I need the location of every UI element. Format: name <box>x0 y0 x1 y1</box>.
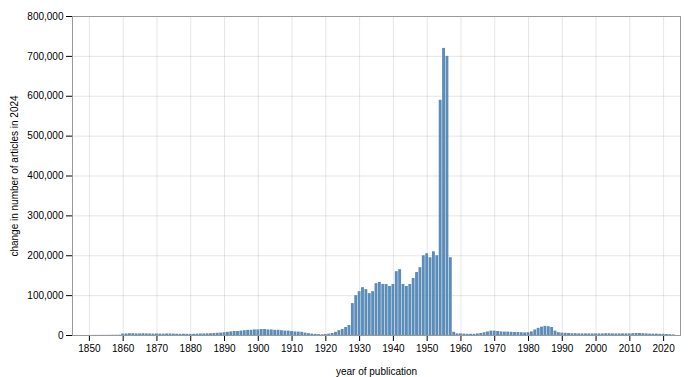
svg-text:1950: 1950 <box>416 343 439 354</box>
svg-text:1900: 1900 <box>247 343 270 354</box>
svg-text:200,000: 200,000 <box>27 250 64 261</box>
svg-text:1860: 1860 <box>112 343 135 354</box>
svg-text:1930: 1930 <box>348 343 371 354</box>
svg-text:100,000: 100,000 <box>27 290 64 301</box>
svg-text:700,000: 700,000 <box>27 51 64 62</box>
svg-text:1850: 1850 <box>78 343 101 354</box>
svg-text:1990: 1990 <box>551 343 574 354</box>
svg-text:300,000: 300,000 <box>27 210 64 221</box>
svg-text:2000: 2000 <box>585 343 608 354</box>
svg-text:change in number of articles i: change in number of articles in 2024 <box>9 95 20 257</box>
svg-text:0: 0 <box>58 330 64 341</box>
svg-text:800,000: 800,000 <box>27 11 64 22</box>
svg-text:400,000: 400,000 <box>27 170 64 181</box>
svg-text:2010: 2010 <box>619 343 642 354</box>
svg-text:1970: 1970 <box>484 343 507 354</box>
svg-text:600,000: 600,000 <box>27 90 64 101</box>
svg-text:1920: 1920 <box>315 343 338 354</box>
svg-text:1980: 1980 <box>517 343 540 354</box>
svg-text:1960: 1960 <box>450 343 473 354</box>
svg-text:1890: 1890 <box>213 343 236 354</box>
svg-text:year of publication: year of publication <box>336 366 417 377</box>
svg-text:1910: 1910 <box>281 343 304 354</box>
svg-text:1870: 1870 <box>146 343 169 354</box>
svg-text:2020: 2020 <box>652 343 675 354</box>
svg-text:500,000: 500,000 <box>27 130 64 141</box>
svg-text:1940: 1940 <box>382 343 405 354</box>
svg-text:1880: 1880 <box>180 343 203 354</box>
